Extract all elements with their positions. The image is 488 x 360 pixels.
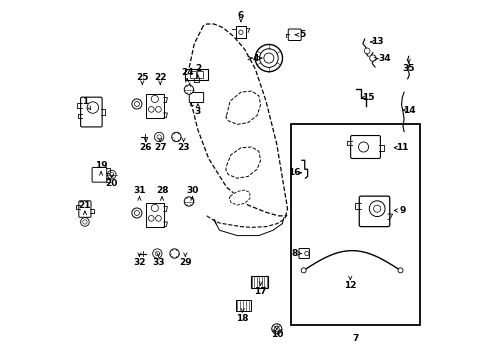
Text: 17: 17 <box>254 287 266 296</box>
FancyBboxPatch shape <box>145 203 163 227</box>
Text: 2: 2 <box>194 64 201 73</box>
Text: 3: 3 <box>194 107 201 116</box>
Circle shape <box>155 251 159 256</box>
FancyBboxPatch shape <box>81 97 102 127</box>
FancyBboxPatch shape <box>250 276 267 288</box>
FancyBboxPatch shape <box>79 201 91 217</box>
Circle shape <box>397 268 402 273</box>
Text: 34: 34 <box>377 54 390 63</box>
Circle shape <box>82 220 87 224</box>
Text: 22: 22 <box>154 73 166 82</box>
Circle shape <box>369 55 375 61</box>
Text: 33: 33 <box>152 258 164 267</box>
Text: 15: 15 <box>361 93 374 102</box>
Circle shape <box>132 208 142 218</box>
Circle shape <box>132 99 142 109</box>
Circle shape <box>171 132 181 141</box>
FancyBboxPatch shape <box>287 29 301 41</box>
Circle shape <box>169 249 179 258</box>
Circle shape <box>304 251 308 256</box>
Circle shape <box>264 53 273 63</box>
Circle shape <box>151 204 158 212</box>
Circle shape <box>238 30 243 35</box>
Circle shape <box>87 102 99 113</box>
Text: 29: 29 <box>179 258 191 267</box>
Text: 12: 12 <box>344 281 356 290</box>
Text: 27: 27 <box>154 143 166 152</box>
Circle shape <box>151 95 158 103</box>
FancyBboxPatch shape <box>290 125 419 325</box>
Circle shape <box>148 216 154 221</box>
Circle shape <box>148 107 154 112</box>
Circle shape <box>154 132 163 141</box>
Text: 18: 18 <box>236 314 248 323</box>
Text: 9: 9 <box>398 206 405 215</box>
Text: 25: 25 <box>136 73 148 82</box>
Text: 11: 11 <box>395 143 407 152</box>
Circle shape <box>255 44 282 72</box>
Text: 35: 35 <box>402 64 414 73</box>
Circle shape <box>364 48 369 54</box>
FancyBboxPatch shape <box>92 167 106 182</box>
Text: 26: 26 <box>140 143 152 152</box>
Circle shape <box>184 197 193 206</box>
Circle shape <box>259 49 278 67</box>
Text: 10: 10 <box>270 330 283 339</box>
Text: 8: 8 <box>291 249 297 258</box>
Text: 28: 28 <box>156 186 168 195</box>
Text: 23: 23 <box>177 143 189 152</box>
FancyBboxPatch shape <box>185 69 207 80</box>
FancyBboxPatch shape <box>350 135 380 158</box>
Text: 5: 5 <box>298 30 305 39</box>
Text: 14: 14 <box>402 105 415 114</box>
Text: 4: 4 <box>251 54 258 63</box>
Text: 1: 1 <box>81 96 88 105</box>
Circle shape <box>373 205 380 212</box>
Circle shape <box>184 85 193 94</box>
Text: 30: 30 <box>186 186 198 195</box>
FancyBboxPatch shape <box>189 71 196 78</box>
Circle shape <box>134 211 139 216</box>
Circle shape <box>358 142 368 152</box>
Circle shape <box>81 218 89 226</box>
Text: 21: 21 <box>79 201 91 210</box>
Polygon shape <box>225 91 260 125</box>
Text: 24: 24 <box>181 68 193 77</box>
Circle shape <box>155 107 161 112</box>
Circle shape <box>109 172 114 177</box>
Circle shape <box>152 249 162 258</box>
FancyBboxPatch shape <box>298 248 309 258</box>
Circle shape <box>274 326 279 331</box>
Text: 31: 31 <box>133 186 145 195</box>
Text: 16: 16 <box>288 168 300 177</box>
Text: 19: 19 <box>95 161 107 170</box>
FancyBboxPatch shape <box>145 94 163 118</box>
Circle shape <box>155 216 161 221</box>
FancyBboxPatch shape <box>235 301 250 311</box>
Circle shape <box>157 135 161 139</box>
Circle shape <box>271 324 281 334</box>
Polygon shape <box>225 147 260 178</box>
Circle shape <box>301 268 305 273</box>
FancyBboxPatch shape <box>359 196 389 226</box>
Circle shape <box>107 170 116 179</box>
FancyBboxPatch shape <box>196 71 203 78</box>
Circle shape <box>134 102 139 107</box>
Text: 13: 13 <box>370 37 383 46</box>
Circle shape <box>368 201 384 217</box>
Text: 7: 7 <box>352 334 358 343</box>
Text: 20: 20 <box>105 179 118 188</box>
Text: 6: 6 <box>237 10 244 19</box>
Text: 32: 32 <box>133 258 145 267</box>
FancyBboxPatch shape <box>189 93 203 103</box>
Polygon shape <box>229 190 249 205</box>
